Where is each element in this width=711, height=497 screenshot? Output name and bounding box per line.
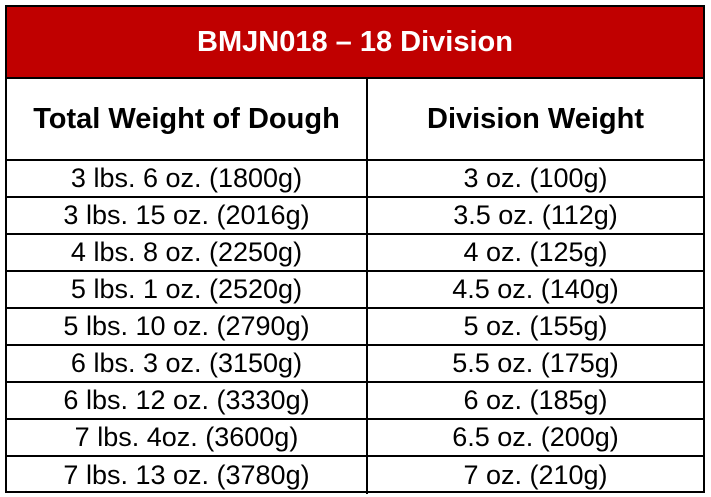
total-weight-cell: 7 lbs. 4oz. (3600g) (7, 420, 368, 455)
division-weight-cell: 5 oz. (155g) (463, 311, 608, 341)
table-title: BMJN018 – 18 Division (7, 7, 703, 79)
total-weight-cell: 3 lbs. 15 oz. (2016g) (7, 198, 368, 233)
total-weight-cell: 3 lbs. 6 oz. (1800g) (7, 161, 368, 196)
table-row: 6 lbs. 3 oz. (3150g) 5.5 oz. (175g) (7, 346, 703, 383)
total-weight-cell: 7 lbs. 13 oz. (3780g) (7, 457, 368, 494)
division-weight-cell: 6.5 oz. (200g) (452, 422, 619, 452)
division-weight-cell: 3 oz. (100g) (463, 163, 608, 193)
total-weight-cell: 6 lbs. 12 oz. (3330g) (7, 383, 368, 418)
total-weight-cell: 6 lbs. 3 oz. (3150g) (7, 346, 368, 381)
division-weight-cell: 4 oz. (125g) (463, 237, 608, 267)
division-weight-cell: 4.5 oz. (140g) (452, 274, 619, 304)
table-row: 5 lbs. 1 oz. (2520g) 4.5 oz. (140g) (7, 272, 703, 309)
total-weight-cell: 5 lbs. 1 oz. (2520g) (7, 272, 368, 307)
table-row: 4 lbs. 8 oz. (2250g) 4 oz. (125g) (7, 235, 703, 272)
table-row: 7 lbs. 4oz. (3600g) 6.5 oz. (200g) (7, 420, 703, 457)
table-row: 3 lbs. 15 oz. (2016g) 3.5 oz. (112g) (7, 198, 703, 235)
division-weight-cell: 5.5 oz. (175g) (452, 348, 619, 378)
division-weight-cell: 6 oz. (185g) (463, 385, 608, 415)
table-row: 3 lbs. 6 oz. (1800g) 3 oz. (100g) (7, 161, 703, 198)
table-row: 5 lbs. 10 oz. (2790g) 5 oz. (155g) (7, 309, 703, 346)
division-weight-cell: 3.5 oz. (112g) (453, 200, 618, 230)
table-header-row: Total Weight of Dough Division Weight (7, 79, 703, 161)
total-weight-cell: 4 lbs. 8 oz. (2250g) (7, 235, 368, 270)
division-table: BMJN018 – 18 Division Total Weight of Do… (5, 5, 705, 494)
column-header-total-weight: Total Weight of Dough (7, 79, 368, 159)
division-weight-cell: 7 oz. (210g) (463, 460, 608, 490)
table-row: 7 lbs. 13 oz. (3780g) 7 oz. (210g) (7, 457, 703, 494)
table-row: 6 lbs. 12 oz. (3330g) 6 oz. (185g) (7, 383, 703, 420)
column-header-division-weight: Division Weight (427, 102, 644, 135)
total-weight-cell: 5 lbs. 10 oz. (2790g) (7, 309, 368, 344)
